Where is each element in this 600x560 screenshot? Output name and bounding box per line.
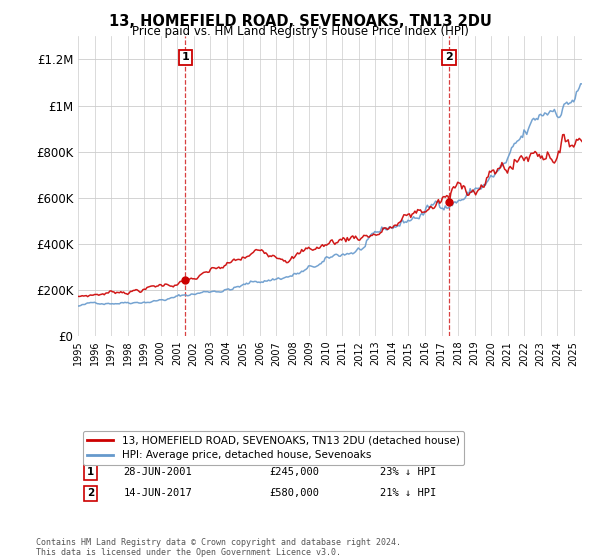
Text: 2: 2 — [87, 488, 94, 498]
Text: 1: 1 — [87, 467, 94, 477]
Text: 21% ↓ HPI: 21% ↓ HPI — [380, 488, 437, 498]
Text: Contains HM Land Registry data © Crown copyright and database right 2024.
This d: Contains HM Land Registry data © Crown c… — [36, 538, 401, 557]
Text: £580,000: £580,000 — [269, 488, 320, 498]
Text: 1: 1 — [181, 53, 189, 62]
Text: £245,000: £245,000 — [269, 467, 320, 477]
Text: Price paid vs. HM Land Registry's House Price Index (HPI): Price paid vs. HM Land Registry's House … — [131, 25, 469, 38]
Text: 2: 2 — [445, 53, 453, 62]
Text: 13, HOMEFIELD ROAD, SEVENOAKS, TN13 2DU: 13, HOMEFIELD ROAD, SEVENOAKS, TN13 2DU — [109, 14, 491, 29]
Text: 28-JUN-2001: 28-JUN-2001 — [124, 467, 192, 477]
Text: 23% ↓ HPI: 23% ↓ HPI — [380, 467, 437, 477]
Text: 14-JUN-2017: 14-JUN-2017 — [124, 488, 192, 498]
Legend: 13, HOMEFIELD ROAD, SEVENOAKS, TN13 2DU (detached house), HPI: Average price, de: 13, HOMEFIELD ROAD, SEVENOAKS, TN13 2DU … — [83, 431, 464, 465]
